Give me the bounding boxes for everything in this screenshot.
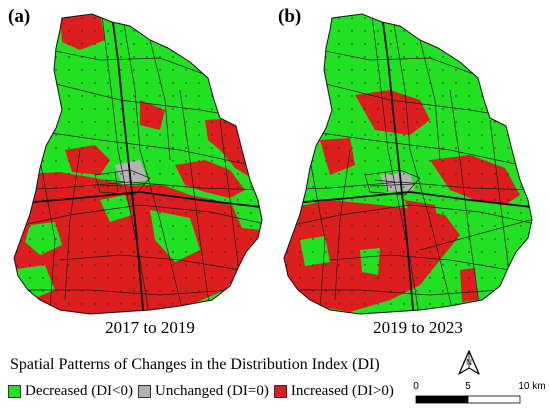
scale-bar: 0 5 10 km xyxy=(408,377,548,414)
north-arrow: N xyxy=(455,350,483,381)
scale-segment-light xyxy=(467,395,521,404)
legend-label-increased: Increased (DI>0) xyxy=(290,383,394,399)
period-label-b: 2019 to 2023 xyxy=(373,318,463,337)
legend-label-unchanged: Unchanged (DI=0) xyxy=(154,383,269,399)
legend-item-unchanged: Unchanged (DI=0) xyxy=(137,383,269,400)
scale-tick-5: 5 xyxy=(465,381,471,392)
river xyxy=(284,14,532,314)
legend-item-increased: Increased (DI>0) xyxy=(273,383,394,400)
legend: Decreased (DI<0) Unchanged (DI=0) Increa… xyxy=(8,383,399,400)
legend-swatch-decreased xyxy=(8,385,21,398)
map-panel-b xyxy=(270,0,540,320)
legend-title: Spatial Patterns of Changes in the Distr… xyxy=(10,356,380,373)
study-area-boundary xyxy=(283,13,533,315)
panel-label-b: (b) xyxy=(278,6,302,27)
scale-segment-dark xyxy=(415,395,469,404)
legend-swatch-increased xyxy=(273,385,287,398)
study-area-boundary xyxy=(13,13,263,315)
scale-tick-0: 0 xyxy=(413,381,419,392)
scale-tick-10: 10 km xyxy=(518,381,545,392)
legend-item-decreased: Decreased (DI<0) xyxy=(8,383,133,400)
river xyxy=(14,14,262,314)
north-label: N xyxy=(466,358,472,367)
road-network xyxy=(14,14,262,314)
period-label-a: 2017 to 2019 xyxy=(105,318,195,337)
legend-swatch-unchanged xyxy=(137,385,151,398)
map-panel-a xyxy=(0,0,270,320)
north-arrow-icon: N xyxy=(458,350,480,375)
panel-label-a: (a) xyxy=(8,6,31,27)
legend-label-decreased: Decreased (DI<0) xyxy=(25,383,133,399)
